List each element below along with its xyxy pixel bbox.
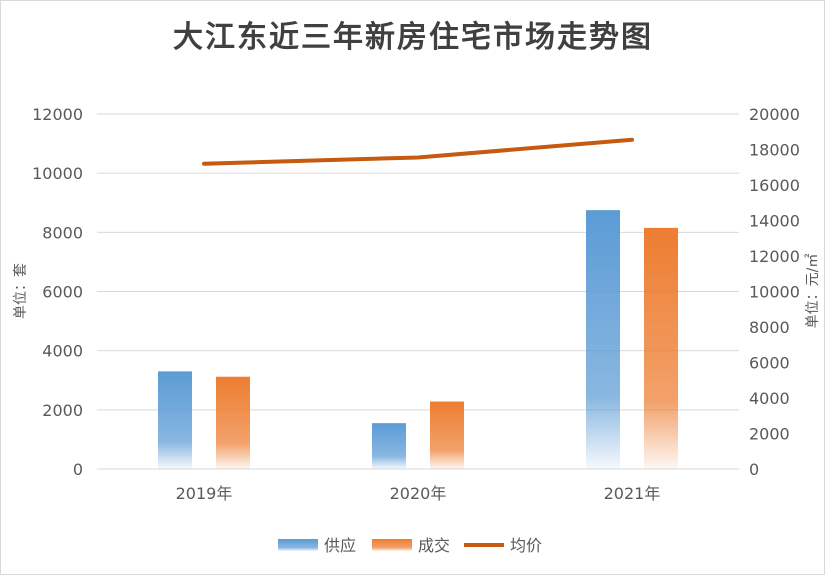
right-tick-label: 10000 (749, 283, 800, 302)
left-tick-label: 2000 (42, 401, 83, 420)
right-tick-label: 16000 (749, 176, 800, 195)
right-tick-label: 12000 (749, 247, 800, 266)
left-tick-label: 0 (73, 460, 83, 479)
left-tick-label: 10000 (32, 164, 83, 183)
legend-label: 供应 (324, 536, 356, 555)
x-tick-label: 2019年 (176, 484, 233, 503)
bar-supply-2 (586, 210, 620, 470)
bar-sales-0 (216, 376, 250, 469)
legend-swatch (278, 539, 318, 551)
legend-label: 均价 (510, 536, 542, 555)
left-tick-label: 8000 (42, 223, 83, 242)
right-tick-label: 20000 (749, 105, 800, 124)
left-axis-title: 单位：套 (13, 263, 29, 319)
chart-title: 大江东近三年新房住宅市场走势图 (173, 20, 653, 55)
x-axis-labels: 2019年 2020年 2021年 (176, 484, 661, 503)
avg-price-line (202, 137, 634, 166)
legend-item: 均价 (464, 536, 542, 555)
bar-supply-0 (158, 371, 192, 469)
right-tick-label: 14000 (749, 212, 800, 231)
bar-supply-1 (372, 423, 406, 469)
right-tick-label: 0 (749, 460, 759, 479)
x-tick-label: 2021年 (604, 484, 661, 503)
price-line (202, 137, 634, 166)
right-tick-label: 6000 (749, 354, 790, 373)
right-axis-title: 单位：元/㎡ (805, 254, 821, 329)
gridlines (97, 113, 739, 470)
left-tick-label: 12000 (32, 105, 83, 124)
legend-swatch (372, 539, 412, 551)
left-tick-label: 4000 (42, 342, 83, 361)
right-tick-label: 8000 (749, 318, 790, 337)
right-tick-label: 2000 (749, 425, 790, 444)
left-tick-label: 6000 (42, 283, 83, 302)
legend: 供应 成交 均价 (278, 536, 542, 555)
x-tick-label: 2020年 (390, 484, 447, 503)
right-tick-label: 4000 (749, 389, 790, 408)
right-axis-ticks: 0 2000 4000 6000 8000 10000 12000 14000 16000 180… (749, 105, 800, 479)
bars (158, 210, 678, 470)
left-axis-ticks: 0 2000 4000 6000 8000 10000 12000 (32, 105, 83, 479)
legend-label: 成交 (418, 536, 450, 555)
bar-sales-2 (644, 227, 678, 469)
legend-item: 成交 (372, 536, 450, 555)
bar-sales-1 (430, 401, 464, 469)
legend-item: 供应 (278, 536, 356, 555)
right-tick-label: 18000 (749, 141, 800, 160)
